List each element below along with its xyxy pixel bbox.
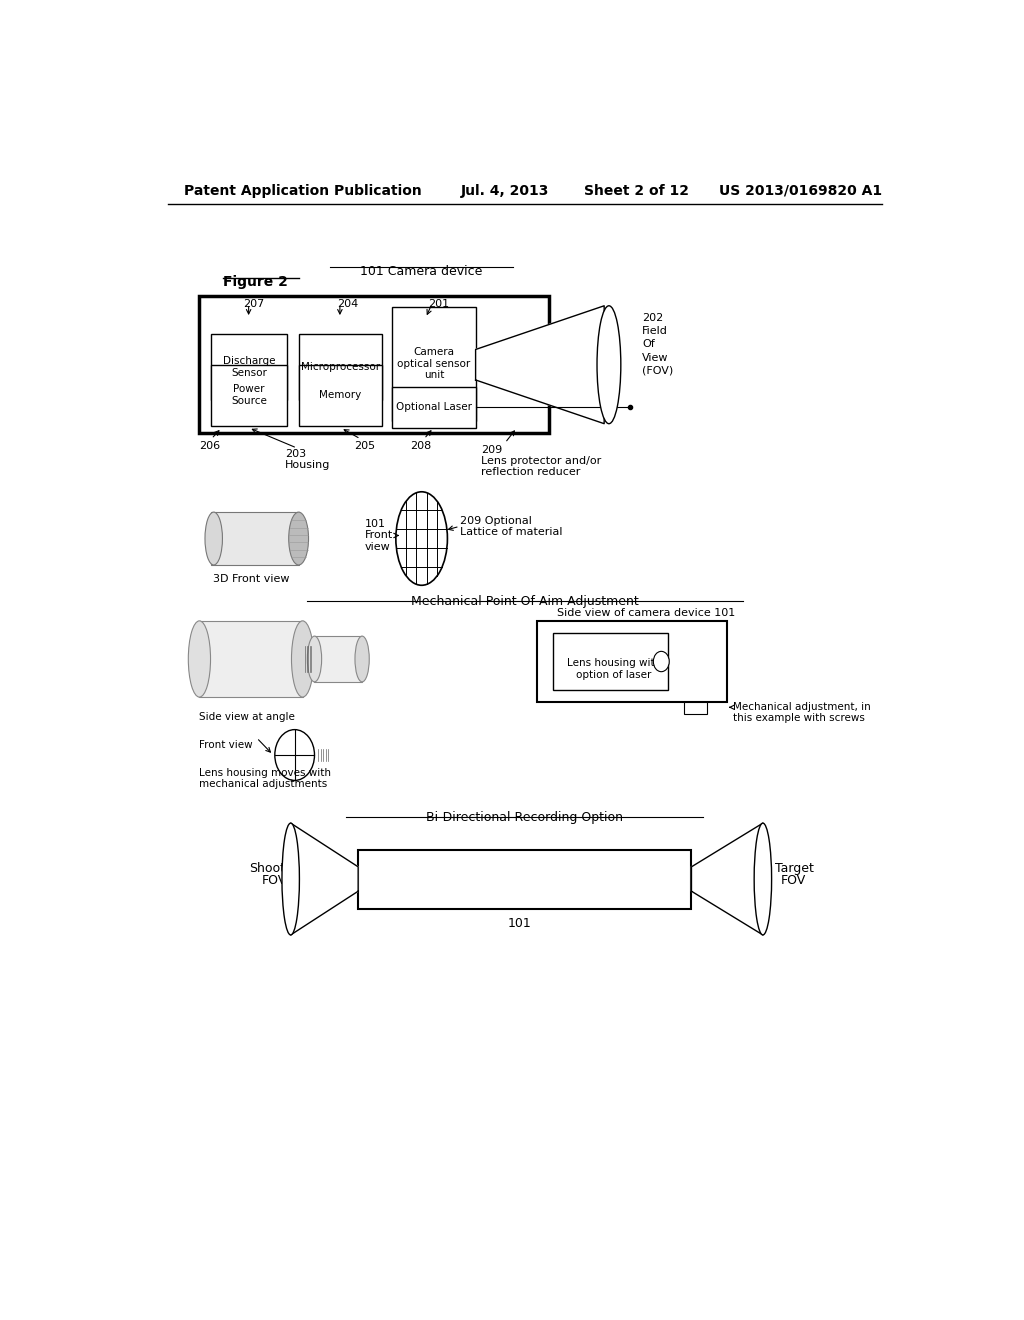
Text: 203: 203 [285,449,306,459]
Text: (FOV): (FOV) [642,366,674,376]
FancyBboxPatch shape [553,634,668,690]
Ellipse shape [754,824,772,935]
Text: view: view [365,541,390,552]
FancyBboxPatch shape [392,387,475,428]
Text: Target: Target [775,862,814,875]
FancyBboxPatch shape [537,620,727,702]
Text: 207: 207 [243,298,264,309]
Text: Memory: Memory [319,391,361,400]
Ellipse shape [205,512,222,565]
Text: 204: 204 [337,298,358,309]
Text: Microprocessor: Microprocessor [301,362,380,372]
Text: 206: 206 [200,441,220,451]
FancyBboxPatch shape [299,364,382,426]
Ellipse shape [597,306,621,424]
Text: this example with screws: this example with screws [733,713,864,723]
Text: Shooter: Shooter [249,862,298,875]
Text: 208: 208 [410,441,431,451]
Text: 101: 101 [507,916,531,929]
Text: Mechanical Point Of Aim Adjustment: Mechanical Point Of Aim Adjustment [411,595,639,609]
Text: 205: 205 [354,441,376,451]
Text: Jul. 4, 2013: Jul. 4, 2013 [461,183,550,198]
Ellipse shape [289,512,308,565]
Circle shape [274,730,314,780]
Circle shape [653,651,670,672]
Text: 209: 209 [481,445,503,455]
Text: Lens protector and/or: Lens protector and/or [481,457,601,466]
Text: Mechanical adjustment, in: Mechanical adjustment, in [733,702,870,713]
Text: Camera
optical sensor
unit: Camera optical sensor unit [397,347,471,380]
Text: Housing: Housing [285,461,331,470]
Ellipse shape [282,824,299,935]
Text: View: View [642,352,669,363]
Text: Side view of camera device 101: Side view of camera device 101 [557,607,735,618]
Ellipse shape [292,620,313,697]
Text: Sheet 2 of 12: Sheet 2 of 12 [585,183,689,198]
Text: Discharge
Sensor: Discharge Sensor [223,356,275,378]
Text: 101: 101 [365,519,385,529]
Text: 202: 202 [642,313,664,323]
FancyBboxPatch shape [314,636,362,682]
Text: Lens housing with: Lens housing with [566,659,660,668]
Text: 209 Optional: 209 Optional [460,516,531,527]
Polygon shape [291,824,358,935]
Text: Optional Laser: Optional Laser [396,403,472,412]
FancyBboxPatch shape [299,334,382,400]
Text: FOV: FOV [261,874,287,887]
Polygon shape [475,306,604,424]
Text: mechanical adjustments: mechanical adjustments [200,779,328,789]
FancyBboxPatch shape [200,620,303,697]
Ellipse shape [307,636,322,682]
Text: Of: Of [642,339,655,350]
Polygon shape [691,824,763,935]
Text: option of laser: option of laser [575,669,651,680]
Text: reflection reducer: reflection reducer [481,467,581,478]
FancyBboxPatch shape [211,364,287,426]
Text: Power
Source: Power Source [231,384,267,407]
Text: Front view: Front view [200,739,253,750]
Text: 201: 201 [428,298,450,309]
Text: Bi-Directional Recording Option: Bi-Directional Recording Option [426,810,624,824]
FancyBboxPatch shape [200,296,549,433]
Ellipse shape [188,620,211,697]
Text: 3D Front view: 3D Front view [213,574,290,585]
Text: 101 Camera device: 101 Camera device [360,265,483,279]
Text: FOV: FOV [780,874,806,887]
FancyBboxPatch shape [684,702,708,714]
FancyBboxPatch shape [211,512,299,565]
Text: Side view at angle: Side view at angle [200,713,295,722]
Text: Lens housing moves with: Lens housing moves with [200,768,332,779]
Text: Field: Field [642,326,668,337]
Ellipse shape [396,492,447,585]
Text: Front: Front [365,531,393,540]
FancyBboxPatch shape [211,334,287,400]
FancyBboxPatch shape [392,306,475,421]
Text: US 2013/0169820 A1: US 2013/0169820 A1 [719,183,883,198]
Text: Patent Application Publication: Patent Application Publication [183,183,421,198]
FancyBboxPatch shape [358,850,691,908]
Text: Lattice of material: Lattice of material [460,528,562,537]
Ellipse shape [355,636,370,682]
Text: Figure 2: Figure 2 [223,276,288,289]
